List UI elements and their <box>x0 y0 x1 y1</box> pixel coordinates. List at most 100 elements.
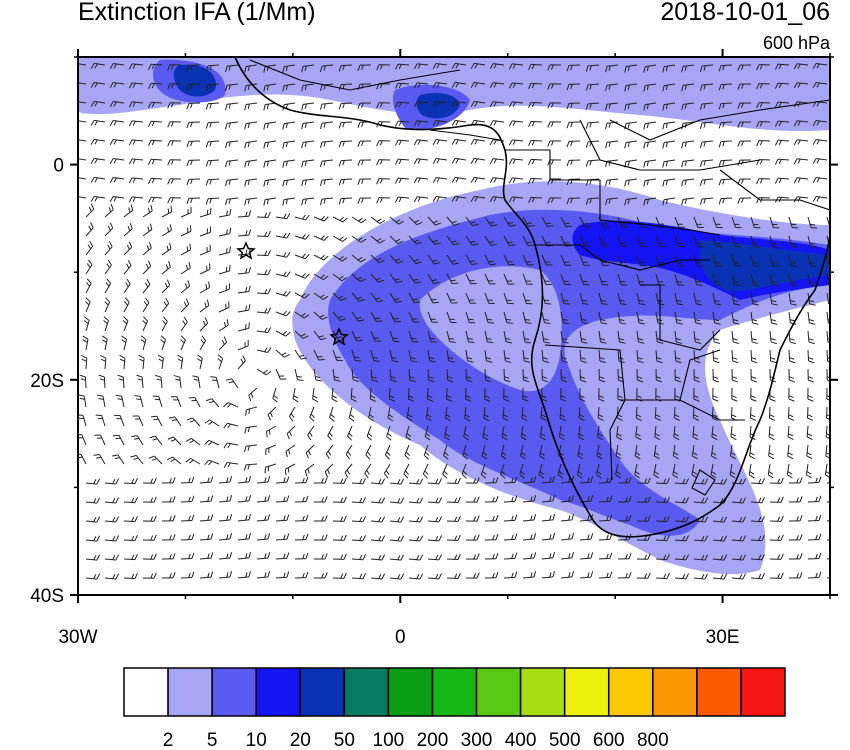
wind-barb <box>389 216 404 225</box>
wind-barb <box>484 349 493 363</box>
wind-barb <box>636 477 651 484</box>
wind-barb <box>263 140 277 149</box>
wind-barb <box>662 64 676 73</box>
wind-barb <box>643 178 657 187</box>
wind-barb <box>451 176 467 183</box>
wind-barb <box>470 157 486 164</box>
wind-barb <box>731 349 739 364</box>
wind-barb <box>405 425 412 441</box>
wind-barb <box>109 196 125 203</box>
wind-barb <box>85 535 101 542</box>
wind-barb <box>597 406 604 422</box>
wind-barb <box>598 292 608 305</box>
wind-barb <box>294 214 310 221</box>
wind-barb <box>427 349 436 363</box>
wind-barb <box>788 515 803 522</box>
wind-barb <box>774 82 790 89</box>
wind-barb <box>750 235 761 248</box>
wind-barb <box>540 406 547 422</box>
wind-barb <box>519 463 525 479</box>
wind-barb <box>489 177 505 184</box>
wind-barb <box>128 139 144 146</box>
wind-barb <box>90 62 106 69</box>
wind-barb <box>462 444 469 460</box>
wind-barb <box>787 406 795 421</box>
wind-barb <box>489 101 505 108</box>
wind-barb <box>313 368 322 382</box>
wind-barb <box>123 573 138 580</box>
wind-barb <box>332 235 348 242</box>
wind-barb <box>672 444 679 460</box>
wind-barb <box>123 222 133 237</box>
wind-barb <box>693 497 709 504</box>
wind-barb <box>731 311 740 325</box>
wind-barb <box>484 552 499 560</box>
wind-barb <box>489 158 505 165</box>
wind-barb <box>465 477 480 484</box>
wind-barb <box>749 406 757 421</box>
wind-barb <box>370 292 384 303</box>
wind-barb <box>769 349 777 364</box>
wind-barb <box>489 120 505 127</box>
wind-barb <box>237 513 252 522</box>
wind-barb <box>541 349 550 364</box>
wind-barb <box>465 368 473 383</box>
wind-barb <box>85 259 93 275</box>
colorbar-label: 5 <box>207 730 218 750</box>
wind-barb <box>408 330 419 343</box>
wind-barb <box>383 463 391 479</box>
wind-barb <box>681 159 695 168</box>
wind-barb <box>85 478 101 485</box>
wind-barb <box>370 554 386 561</box>
wind-barb <box>294 368 304 381</box>
wind-barb <box>422 463 429 479</box>
wind-barb <box>313 273 329 281</box>
wind-barb <box>617 495 632 503</box>
wind-barb <box>465 387 472 402</box>
wind-barb <box>484 533 499 541</box>
wind-barb <box>451 100 467 107</box>
wind-barb <box>282 197 296 206</box>
wind-barb <box>793 196 809 203</box>
wind-barb <box>806 406 814 421</box>
wind-barb <box>199 207 212 218</box>
wind-barb <box>205 159 220 167</box>
wind-barb <box>85 573 101 580</box>
wind-barb <box>394 177 410 184</box>
lat-tick-label: 0 <box>53 156 64 177</box>
wind-barb <box>199 335 207 351</box>
wind-barb <box>394 120 410 127</box>
wind-barb <box>199 533 214 541</box>
wind-barb <box>148 120 163 127</box>
wind-barb <box>788 292 797 306</box>
colorbar-label: 500 <box>549 730 581 750</box>
wind-barb <box>538 463 545 479</box>
wind-barb <box>750 497 765 504</box>
wind-barb <box>793 177 809 184</box>
wind-barb <box>403 463 410 479</box>
wind-barb <box>109 177 125 184</box>
wind-barb <box>672 463 679 479</box>
wind-barb <box>370 573 386 580</box>
wind-barb <box>357 159 372 166</box>
wind-barb <box>408 235 423 245</box>
wind-barb <box>245 406 258 416</box>
wind-barb <box>78 63 87 66</box>
wind-barb <box>123 497 138 504</box>
wind-barb <box>812 81 828 88</box>
wind-barb <box>319 102 334 111</box>
wind-barb <box>451 62 467 69</box>
wind-barb <box>413 158 429 165</box>
wind-barb <box>275 514 290 522</box>
wind-barb <box>376 159 391 166</box>
wind-barb <box>643 159 657 168</box>
colorbar-swatch <box>123 667 169 717</box>
wind-barb <box>370 330 382 342</box>
wind-barb <box>547 197 562 204</box>
wind-barb <box>710 463 717 479</box>
wind-barb <box>750 292 759 306</box>
wind-barb <box>223 422 239 429</box>
wind-barb <box>807 552 822 560</box>
wind-barb <box>94 434 106 446</box>
wind-barb <box>643 121 657 130</box>
